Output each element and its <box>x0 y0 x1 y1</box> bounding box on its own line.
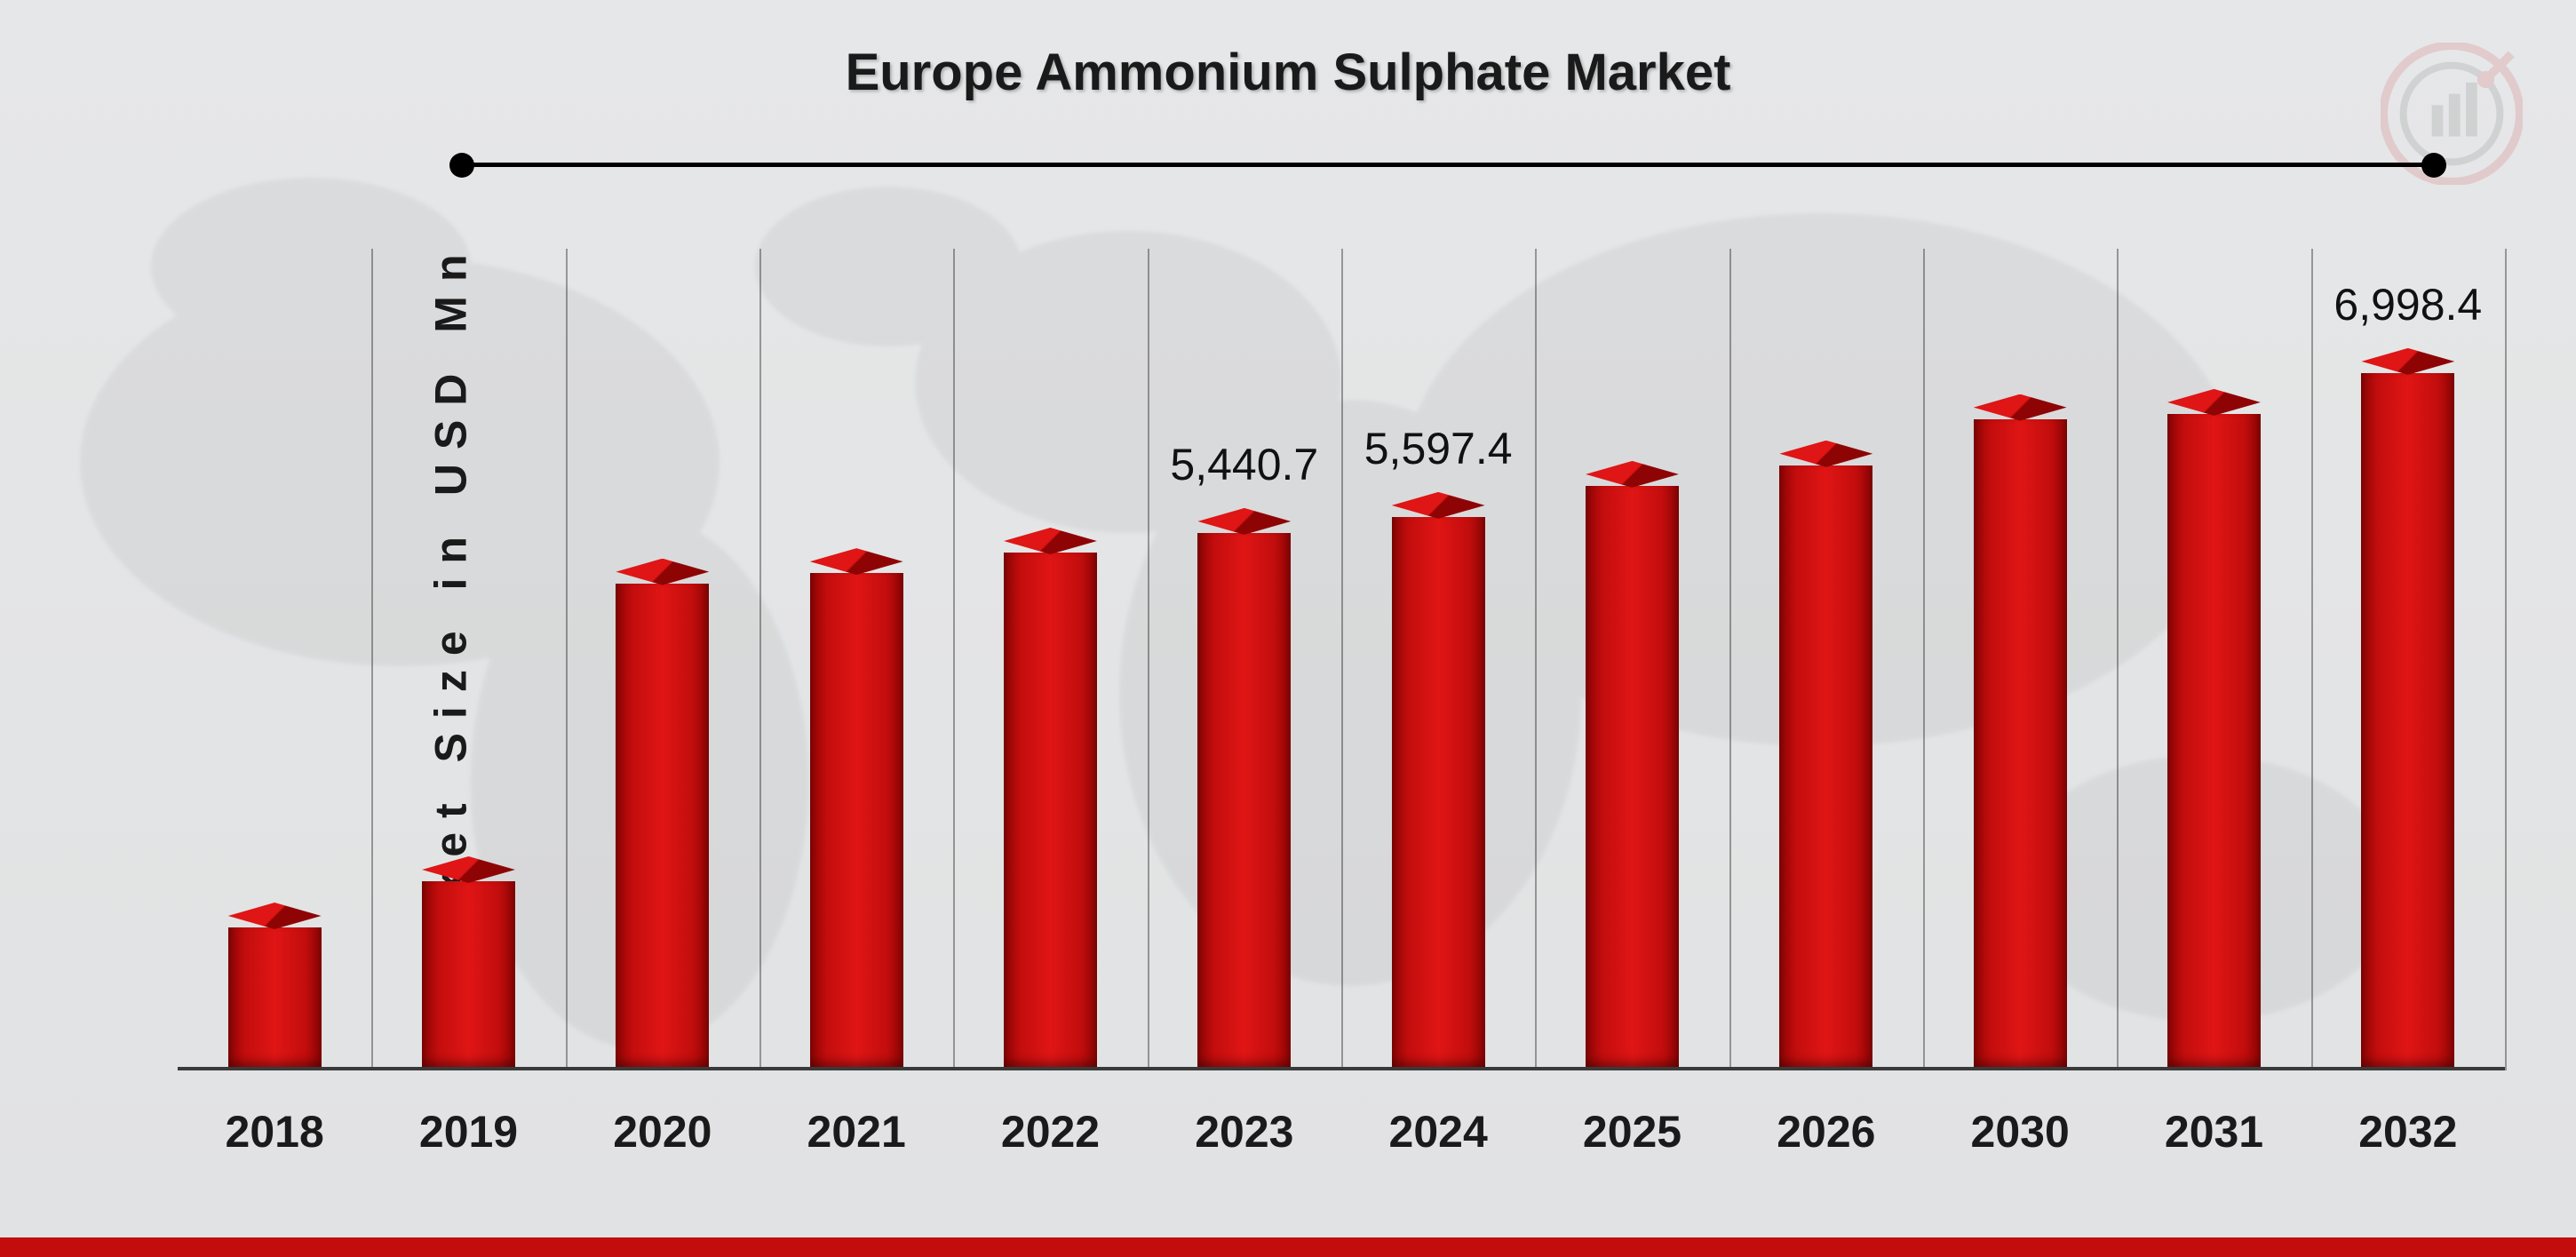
x-axis-label: 2019 <box>419 1106 518 1158</box>
gridline <box>759 249 761 1070</box>
x-axis-label: 2022 <box>1001 1106 1100 1158</box>
x-axis-label: 2020 <box>613 1106 712 1158</box>
x-axis-label: 2032 <box>2358 1106 2457 1158</box>
chart-title: Europe Ammonium Sulphate Market <box>0 43 2576 102</box>
gridline <box>1148 249 1149 1070</box>
plot-area: 5,440.7 5,597.4 6,998.4 <box>178 249 2505 1070</box>
x-axis-label: 2025 <box>1583 1106 1682 1158</box>
bar: 5,440.7 <box>1197 249 1291 1070</box>
x-axis-label: 2024 <box>1389 1106 1488 1158</box>
value-label: 5,440.7 <box>1170 439 1318 490</box>
bar <box>2167 249 2261 1070</box>
gridline <box>566 249 568 1070</box>
bar-group: 5,440.7 5,597.4 6,998.4 <box>178 249 2505 1070</box>
gridline <box>2311 249 2313 1070</box>
bar: 6,998.4 <box>2361 249 2454 1070</box>
value-label: 6,998.4 <box>2334 279 2482 330</box>
gridline <box>1535 249 1537 1070</box>
bar <box>228 249 322 1070</box>
bar <box>1974 249 2067 1070</box>
value-label: 5,597.4 <box>1364 423 1513 474</box>
bar <box>1586 249 1679 1070</box>
gridline <box>1923 249 1925 1070</box>
gridline <box>2117 249 2119 1070</box>
bar <box>810 249 903 1070</box>
bar <box>422 249 515 1070</box>
chart-page: Europe Ammonium Sulphate Market Market S… <box>0 0 2576 1257</box>
gridline <box>371 249 373 1070</box>
bar <box>616 249 709 1070</box>
footer-accent-bar <box>0 1237 2576 1257</box>
x-axis-label: 2031 <box>2165 1106 2263 1158</box>
x-axis-label: 2021 <box>807 1106 906 1158</box>
x-axis-label: 2026 <box>1777 1106 1875 1158</box>
x-axis-label: 2023 <box>1195 1106 1293 1158</box>
x-axis-baseline <box>178 1067 2505 1070</box>
title-divider <box>462 160 2434 169</box>
gridline <box>1341 249 1343 1070</box>
x-axis-label: 2018 <box>226 1106 324 1158</box>
gridline <box>2505 249 2507 1070</box>
x-axis-labels: 2018 2019 2020 2021 2022 2023 2024 2025 2026 2030… <box>178 1106 2505 1168</box>
gridline <box>953 249 955 1070</box>
bar <box>1004 249 1097 1070</box>
bar: 5,597.4 <box>1392 249 1485 1070</box>
x-axis-label: 2030 <box>1971 1106 2070 1158</box>
gridline <box>1729 249 1731 1070</box>
bar <box>1779 249 1872 1070</box>
